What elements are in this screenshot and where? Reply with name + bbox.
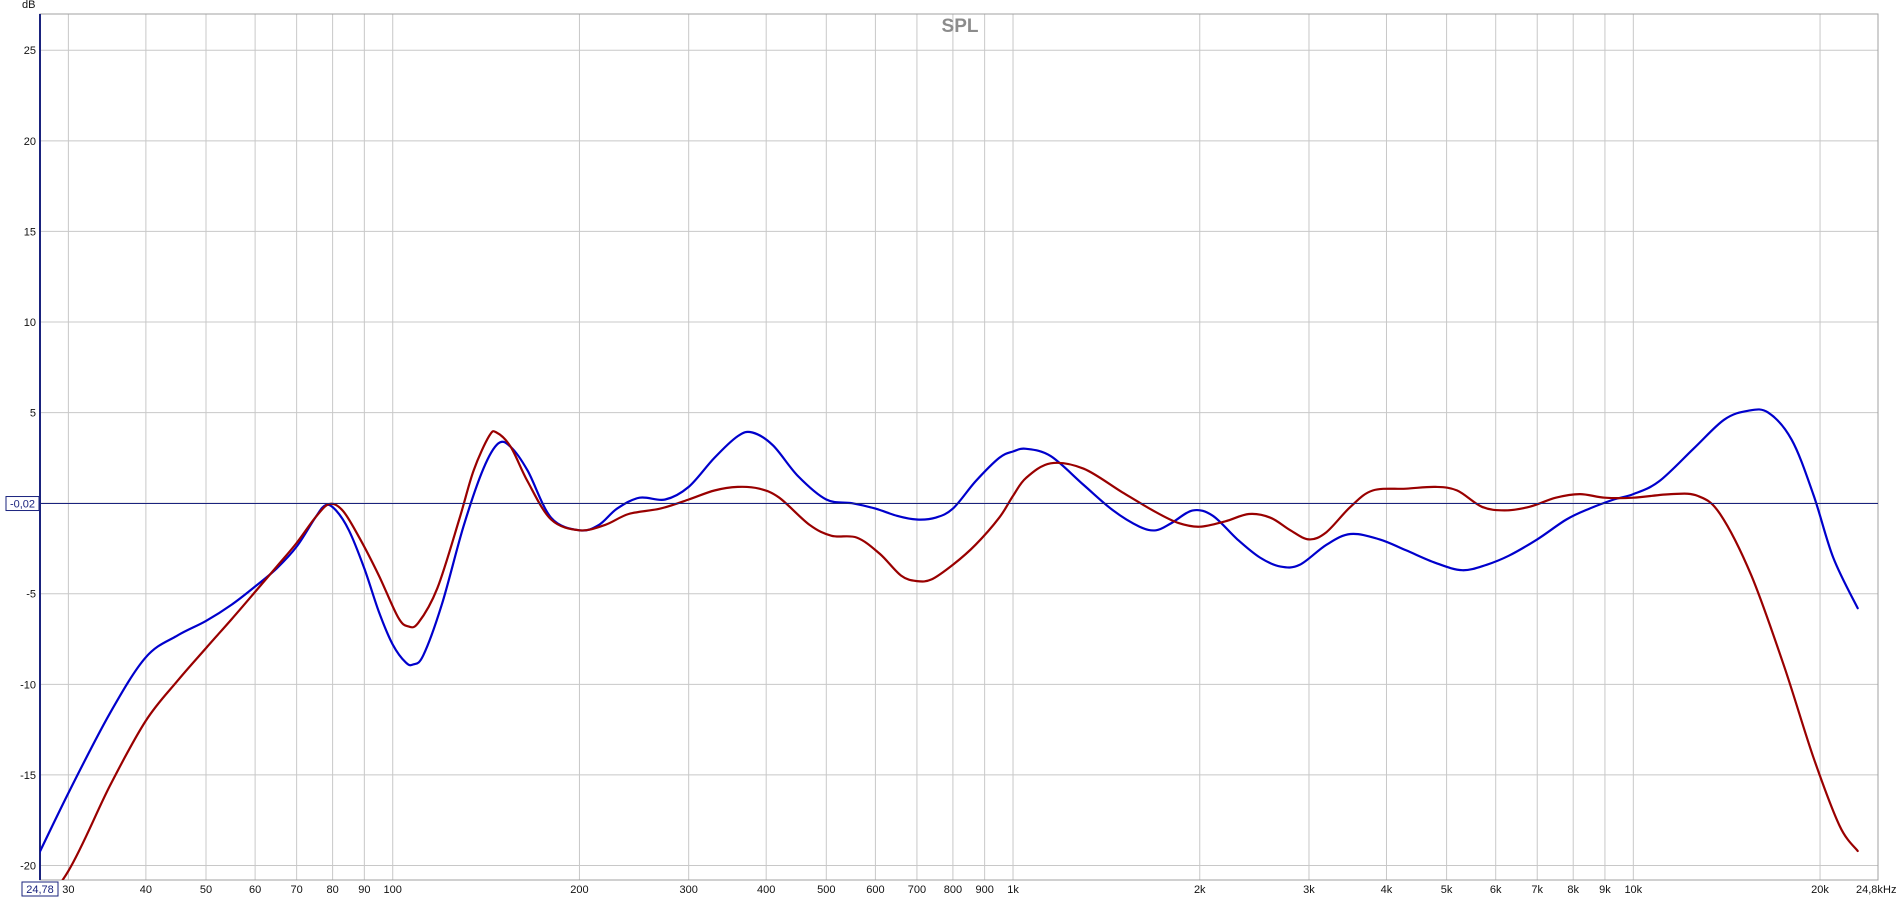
chart-title: SPL	[942, 16, 979, 37]
x-tick-label: 1k	[1007, 884, 1019, 896]
x-tick-label: 90	[358, 884, 370, 896]
x-tick-label: 6k	[1490, 884, 1502, 896]
x-tick-label: 10k	[1624, 884, 1642, 896]
x-tick-label: 800	[944, 884, 962, 896]
x-tick-label: 100	[384, 884, 402, 896]
x-tick-label: 30	[62, 884, 74, 896]
y-tick-label: 10	[24, 317, 36, 329]
cursor-value-box[interactable]	[5, 496, 40, 512]
y-tick-label: -15	[20, 770, 36, 782]
x-tick-label: 7k	[1531, 884, 1543, 896]
x-tick-label: 8k	[1567, 884, 1579, 896]
y-tick-labels: 25 20 15 10 5 -5 -10 -15 -20	[20, 45, 36, 872]
x-tick-label: 60	[249, 884, 261, 896]
x-tick-label: 80	[326, 884, 338, 896]
y-tick-label: 20	[24, 136, 36, 148]
y-tick-label: 25	[24, 45, 36, 57]
x-tick-label: 50	[200, 884, 212, 896]
x-tick-label: 300	[680, 884, 698, 896]
x-tick-label: 3k	[1303, 884, 1315, 896]
x-start-value-box[interactable]	[21, 881, 59, 897]
x-axis-unit: Hz	[1883, 884, 1896, 896]
x-tick-label: 4k	[1381, 884, 1393, 896]
y-axis-unit: dB	[22, 0, 35, 11]
x-tick-label: 600	[866, 884, 884, 896]
x-end-tick-label: 24,8k	[1856, 884, 1883, 896]
x-tick-label: 900	[975, 884, 993, 896]
y-tick-label: 5	[30, 408, 36, 420]
x-tick-labels: 30 40 50 60 70 80 90 100 200 300 400 500 600 700 800 90…	[62, 884, 1829, 896]
x-tick-label: 200	[570, 884, 588, 896]
x-tick-label: 400	[757, 884, 775, 896]
series-line-1	[40, 408, 1859, 854]
x-tick-label: 700	[908, 884, 926, 896]
x-tick-label: 5k	[1441, 884, 1453, 896]
x-tick-label: 70	[291, 884, 303, 896]
x-tick-label: 500	[817, 884, 835, 896]
y-tick-label: -20	[20, 861, 36, 873]
cursor-value-label: -0,02	[10, 499, 35, 511]
series-lines	[40, 408, 1859, 880]
x-tick-label: 20k	[1811, 884, 1829, 896]
y-tick-label: -10	[20, 679, 36, 691]
x-gridlines	[67, 14, 1821, 880]
x-tick-label: 9k	[1599, 884, 1611, 896]
series-line-2	[61, 430, 1859, 880]
x-tick-label: 40	[140, 884, 152, 896]
y-tick-label: -5	[26, 589, 36, 601]
x-start-value-label: 24,78	[26, 884, 54, 896]
x-tick-label: 2k	[1194, 884, 1206, 896]
y-tick-label: 15	[24, 226, 36, 238]
